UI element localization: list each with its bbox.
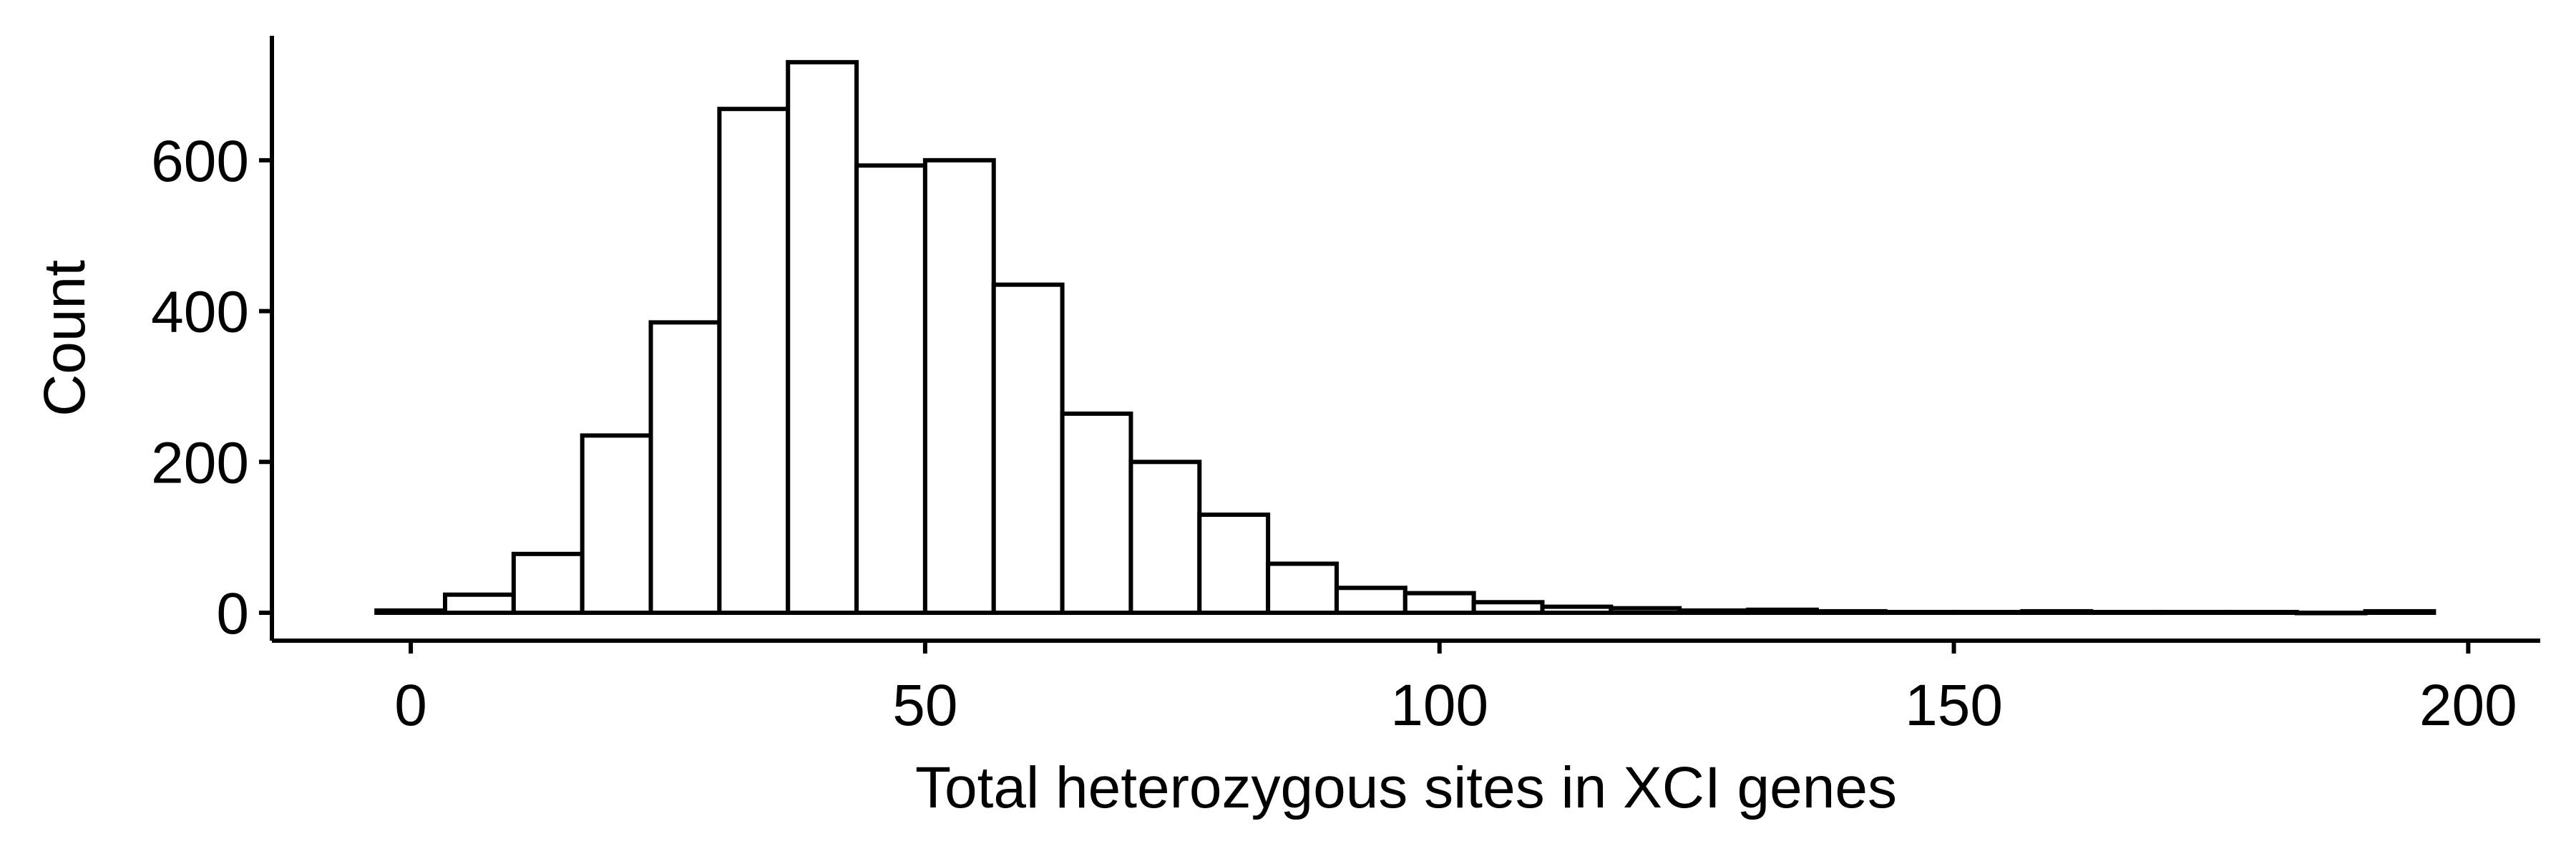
histogram-bar-19 (1677, 608, 1751, 616)
histogram-bar-13 (1266, 561, 1339, 616)
x-tick-label-100: 100 (1390, 673, 1488, 738)
histogram-bar-27 (2225, 609, 2299, 616)
histogram-bar-0 (374, 608, 447, 616)
histogram-bar-24 (2020, 608, 2094, 616)
histogram-bar-10 (1060, 411, 1133, 616)
y-tick-label-600: 600 (151, 129, 249, 194)
histogram-bar-2 (511, 551, 585, 616)
histogram-bar-26 (2157, 609, 2230, 616)
histogram-bar-11 (1128, 460, 1202, 616)
x-tick-label-200: 200 (2419, 673, 2517, 738)
x-tick-label-150: 150 (1905, 673, 2003, 738)
histogram-bar-16 (1471, 600, 1545, 616)
histogram-bar-5 (717, 107, 791, 616)
histogram-bar-29 (2363, 608, 2436, 616)
histogram-bar-21 (1814, 608, 1888, 616)
histogram-bar-23 (1951, 609, 2025, 616)
histogram-bar-18 (1609, 606, 1682, 616)
x-tick-label-50: 50 (892, 673, 957, 738)
y-tick-label-200: 200 (151, 430, 249, 495)
y-tick-label-400: 400 (151, 280, 249, 345)
x-axis-title: Total heterozygous sites in XCI genes (915, 755, 1897, 820)
histogram-bar-20 (1746, 607, 1819, 616)
histogram-bar-22 (1883, 609, 1956, 616)
histogram-bar-8 (922, 157, 996, 616)
x-tick-label-0: 0 (394, 673, 427, 738)
x-axis-ticks: 0 50 100 150 200 (394, 641, 2517, 738)
histogram-bar-7 (854, 163, 927, 616)
histogram-bar-9 (991, 282, 1065, 616)
y-axis-ticks: 0 200 400 600 (151, 129, 272, 646)
histogram-bar-25 (2089, 609, 2162, 616)
histogram-bar-17 (1540, 604, 1614, 616)
bars-group (374, 59, 2436, 616)
histogram-bar-12 (1197, 513, 1271, 616)
y-tick-label-0: 0 (216, 581, 249, 646)
histogram-bar-4 (648, 320, 722, 616)
y-axis-title: Count (32, 260, 97, 417)
histogram-bar-15 (1402, 591, 1476, 616)
histogram-bar-1 (442, 592, 516, 616)
histogram-bar-14 (1334, 586, 1407, 616)
histogram-bar-6 (786, 59, 859, 616)
histogram-bar-3 (580, 433, 653, 616)
